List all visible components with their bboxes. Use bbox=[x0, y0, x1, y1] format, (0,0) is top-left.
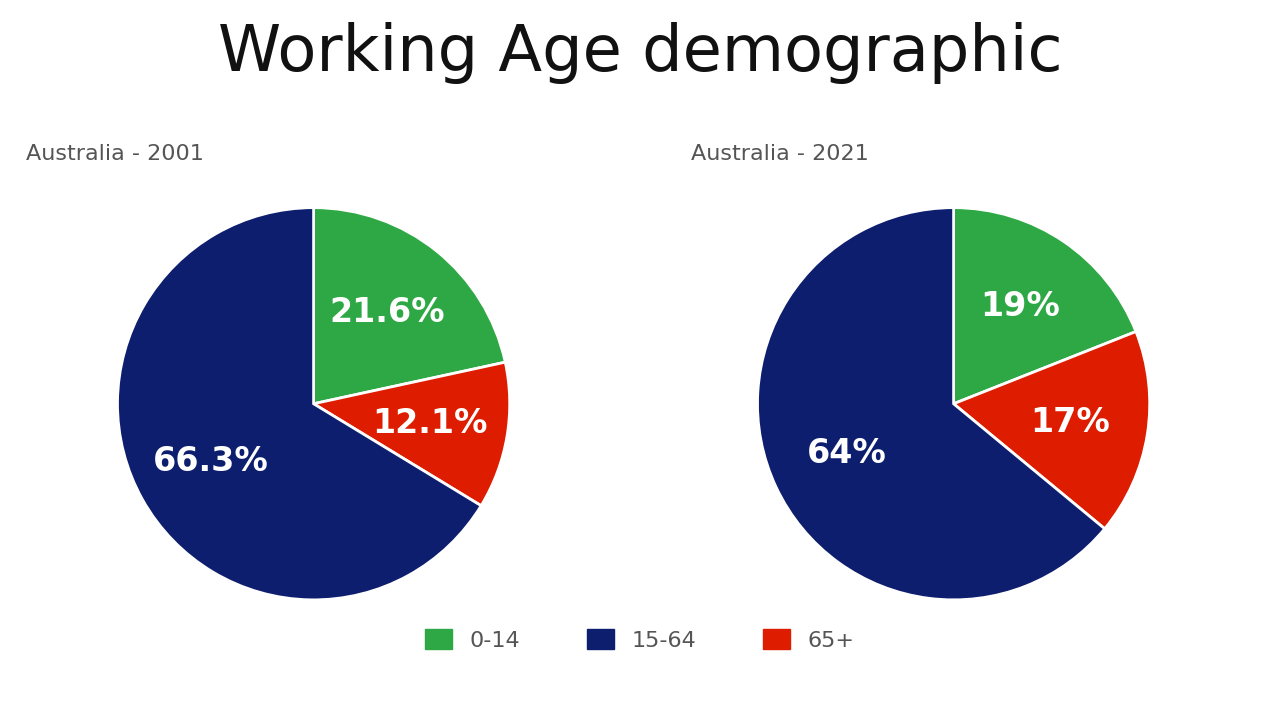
Text: 66.3%: 66.3% bbox=[154, 445, 269, 478]
Wedge shape bbox=[954, 208, 1135, 404]
Text: 19%: 19% bbox=[980, 290, 1060, 323]
Text: 21.6%: 21.6% bbox=[330, 296, 445, 329]
Text: 17%: 17% bbox=[1030, 406, 1110, 438]
Text: Australia - 2001: Australia - 2001 bbox=[26, 144, 204, 164]
Wedge shape bbox=[314, 362, 509, 505]
Text: 12.1%: 12.1% bbox=[372, 407, 488, 440]
Text: Working Age demographic: Working Age demographic bbox=[218, 22, 1062, 84]
Wedge shape bbox=[758, 208, 1105, 600]
Wedge shape bbox=[954, 332, 1149, 528]
Wedge shape bbox=[314, 208, 506, 404]
Text: Australia - 2021: Australia - 2021 bbox=[691, 144, 869, 164]
Legend: 0-14, 15-64, 65+: 0-14, 15-64, 65+ bbox=[416, 620, 864, 660]
Wedge shape bbox=[118, 208, 481, 600]
Text: 64%: 64% bbox=[808, 438, 887, 470]
